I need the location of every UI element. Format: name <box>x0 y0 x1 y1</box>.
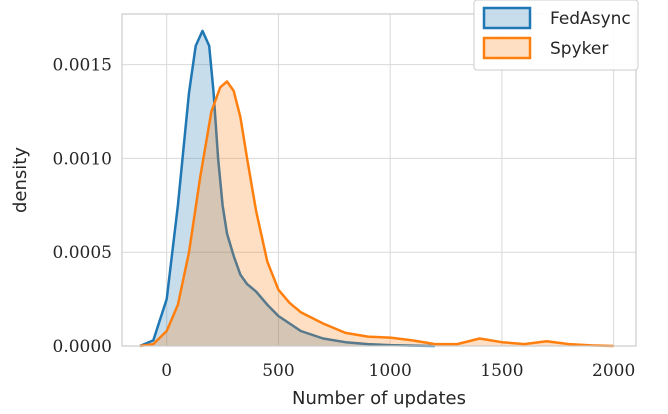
x-tick-label: 2000 <box>592 361 635 381</box>
y-tick-label: 0.0015 <box>53 56 112 76</box>
x-tick-label: 500 <box>262 361 294 381</box>
x-tick-label: 1000 <box>369 361 412 381</box>
y-tick-label: 0.0005 <box>53 243 112 263</box>
y-tick-label: 0.0010 <box>53 149 112 169</box>
y-axis-label: density <box>10 147 31 213</box>
x-axis-label: Number of updates <box>292 388 466 409</box>
legend: FedAsync Spyker <box>473 0 639 71</box>
legend-swatch-fedasync <box>482 6 532 30</box>
legend-label-fedasync: FedAsync <box>550 9 631 29</box>
x-tick-label: 0 <box>161 361 172 381</box>
y-tick-label: 0.0000 <box>53 337 112 357</box>
plot-frame <box>121 13 637 347</box>
legend-box <box>473 0 639 71</box>
line-spyker <box>139 80 614 348</box>
x-tick-label: 1500 <box>480 361 523 381</box>
y-tick-labels: 0.0000 0.0005 0.0010 0.0015 <box>53 56 112 357</box>
area-spyker <box>139 81 614 346</box>
x-tick-labels: 0 500 1000 1500 2000 <box>161 361 635 381</box>
legend-swatch-spyker <box>482 36 532 60</box>
density-areas <box>139 29 614 348</box>
legend-label-spyker: Spyker <box>550 39 608 59</box>
line-fedasync <box>139 29 435 348</box>
plot-border <box>121 13 637 347</box>
